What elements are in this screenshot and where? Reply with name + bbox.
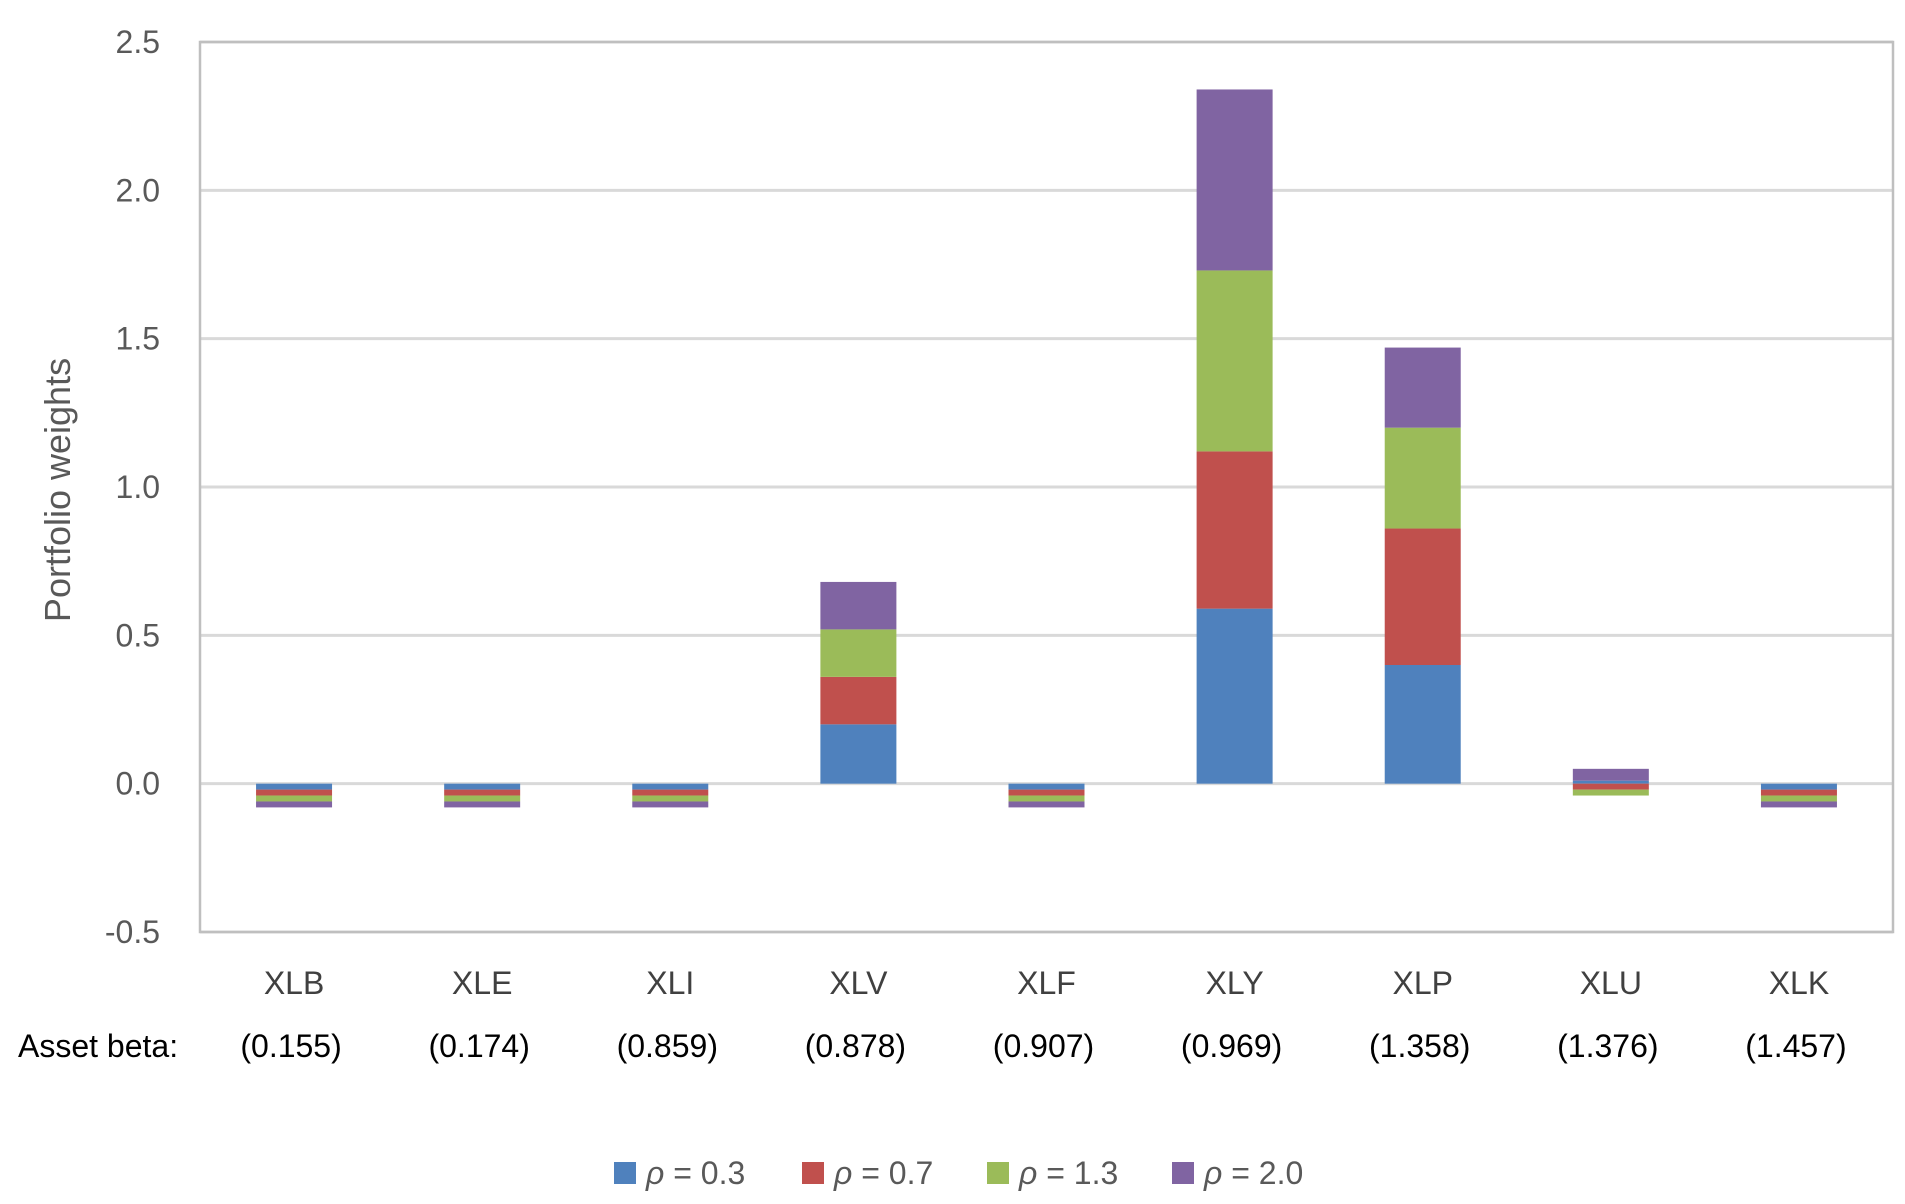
asset-beta-value: (0.969) — [1181, 1028, 1282, 1064]
bar-segment — [444, 783, 521, 790]
bar-segment — [1008, 801, 1085, 808]
bar-segment — [820, 724, 897, 784]
x-axis-categories: XLB XLE XLI XLV XLF XLY XLP XLU XLK — [264, 965, 1829, 1001]
x-category-label: XLI — [646, 965, 694, 1001]
asset-beta-value: (1.457) — [1745, 1028, 1846, 1064]
asset-beta-prefix: Asset beta: — [18, 1028, 178, 1064]
bar-segment — [256, 801, 333, 808]
x-category-label: XLY — [1206, 965, 1264, 1001]
x-category-label: XLV — [829, 965, 888, 1001]
legend-swatch — [614, 1162, 636, 1184]
bar-segment — [632, 801, 709, 808]
y-axis-title: Portfolio weights — [37, 358, 78, 622]
bar-segment — [1008, 795, 1085, 802]
bar-segment — [1572, 789, 1649, 796]
bar-segment — [1196, 89, 1273, 271]
y-tick-label: -0.5 — [105, 914, 160, 950]
legend-item: ρ = 2.0 — [1172, 1155, 1303, 1191]
bar-segment — [1760, 801, 1837, 808]
asset-beta-value: (0.155) — [240, 1028, 341, 1064]
bar-segment — [1384, 528, 1461, 665]
asset-beta-value: (0.174) — [428, 1028, 529, 1064]
bar-segment — [1196, 451, 1273, 609]
legend-label: ρ = 1.3 — [1018, 1155, 1118, 1191]
x-category-label: XLB — [264, 965, 324, 1001]
y-tick-label: 2.0 — [116, 172, 160, 208]
bar-segment — [820, 676, 897, 725]
legend-label: ρ = 0.7 — [833, 1155, 933, 1191]
asset-beta-row: Asset beta: (0.155) (0.174) (0.859) (0.878)… — [18, 1028, 1847, 1064]
legend-label: ρ = 0.3 — [645, 1155, 745, 1191]
asset-beta-value: (0.859) — [617, 1028, 718, 1064]
y-axis-ticks: -0.5 0.0 0.5 1.0 1.5 2.0 2.5 — [105, 24, 160, 950]
y-tick-label: 0.5 — [116, 617, 160, 653]
legend-swatch — [802, 1162, 824, 1184]
bar-segment — [1760, 783, 1837, 790]
bar-segment — [256, 795, 333, 802]
bar-segment — [256, 783, 333, 790]
bar-segment — [632, 795, 709, 802]
bar-segment — [1384, 347, 1461, 428]
y-tick-label: 1.5 — [116, 321, 160, 357]
bar-segment — [1760, 795, 1837, 802]
legend-swatch — [987, 1162, 1009, 1184]
y-tick-label: 1.0 — [116, 469, 160, 505]
bar-segment — [444, 801, 521, 808]
x-category-label: XLK — [1769, 965, 1829, 1001]
bar-segment — [632, 783, 709, 790]
bar-segment — [444, 789, 521, 796]
y-tick-label: 2.5 — [116, 24, 160, 60]
legend-swatch — [1172, 1162, 1194, 1184]
legend-item: ρ = 0.7 — [802, 1155, 933, 1191]
bar-segment — [820, 629, 897, 677]
bar-segment — [1572, 783, 1649, 790]
bar-segment — [444, 795, 521, 802]
bar-segment — [1008, 783, 1085, 790]
asset-beta-value: (1.358) — [1369, 1028, 1470, 1064]
asset-beta-value: (0.907) — [993, 1028, 1094, 1064]
x-category-label: XLF — [1017, 965, 1076, 1001]
x-category-label: XLP — [1392, 965, 1452, 1001]
bar-segment — [1572, 768, 1649, 781]
x-category-label: XLU — [1580, 965, 1642, 1001]
legend-label: ρ = 2.0 — [1203, 1155, 1303, 1191]
bars — [256, 89, 1837, 808]
y-tick-label: 0.0 — [116, 766, 160, 802]
bar-segment — [256, 789, 333, 796]
plot-area-border — [198, 40, 1895, 934]
legend-item: ρ = 0.3 — [614, 1155, 745, 1191]
bar-segment — [632, 789, 709, 796]
bar-segment — [1384, 427, 1461, 529]
bar-segment — [1760, 789, 1837, 796]
bar-segment — [1008, 789, 1085, 796]
asset-beta-value: (1.376) — [1557, 1028, 1658, 1064]
bar-segment — [1196, 608, 1273, 784]
bar-segment — [1572, 780, 1649, 784]
plot-frame — [198, 40, 1895, 934]
bar-segment — [1384, 665, 1461, 784]
asset-beta-value: (0.878) — [805, 1028, 906, 1064]
bar-segment — [1196, 270, 1273, 452]
legend: ρ = 0.3 ρ = 0.7 ρ = 1.3 ρ = 2.0 — [614, 1155, 1303, 1191]
bar-segment — [820, 581, 897, 630]
x-category-label: XLE — [452, 965, 512, 1001]
legend-item: ρ = 1.3 — [987, 1155, 1118, 1191]
